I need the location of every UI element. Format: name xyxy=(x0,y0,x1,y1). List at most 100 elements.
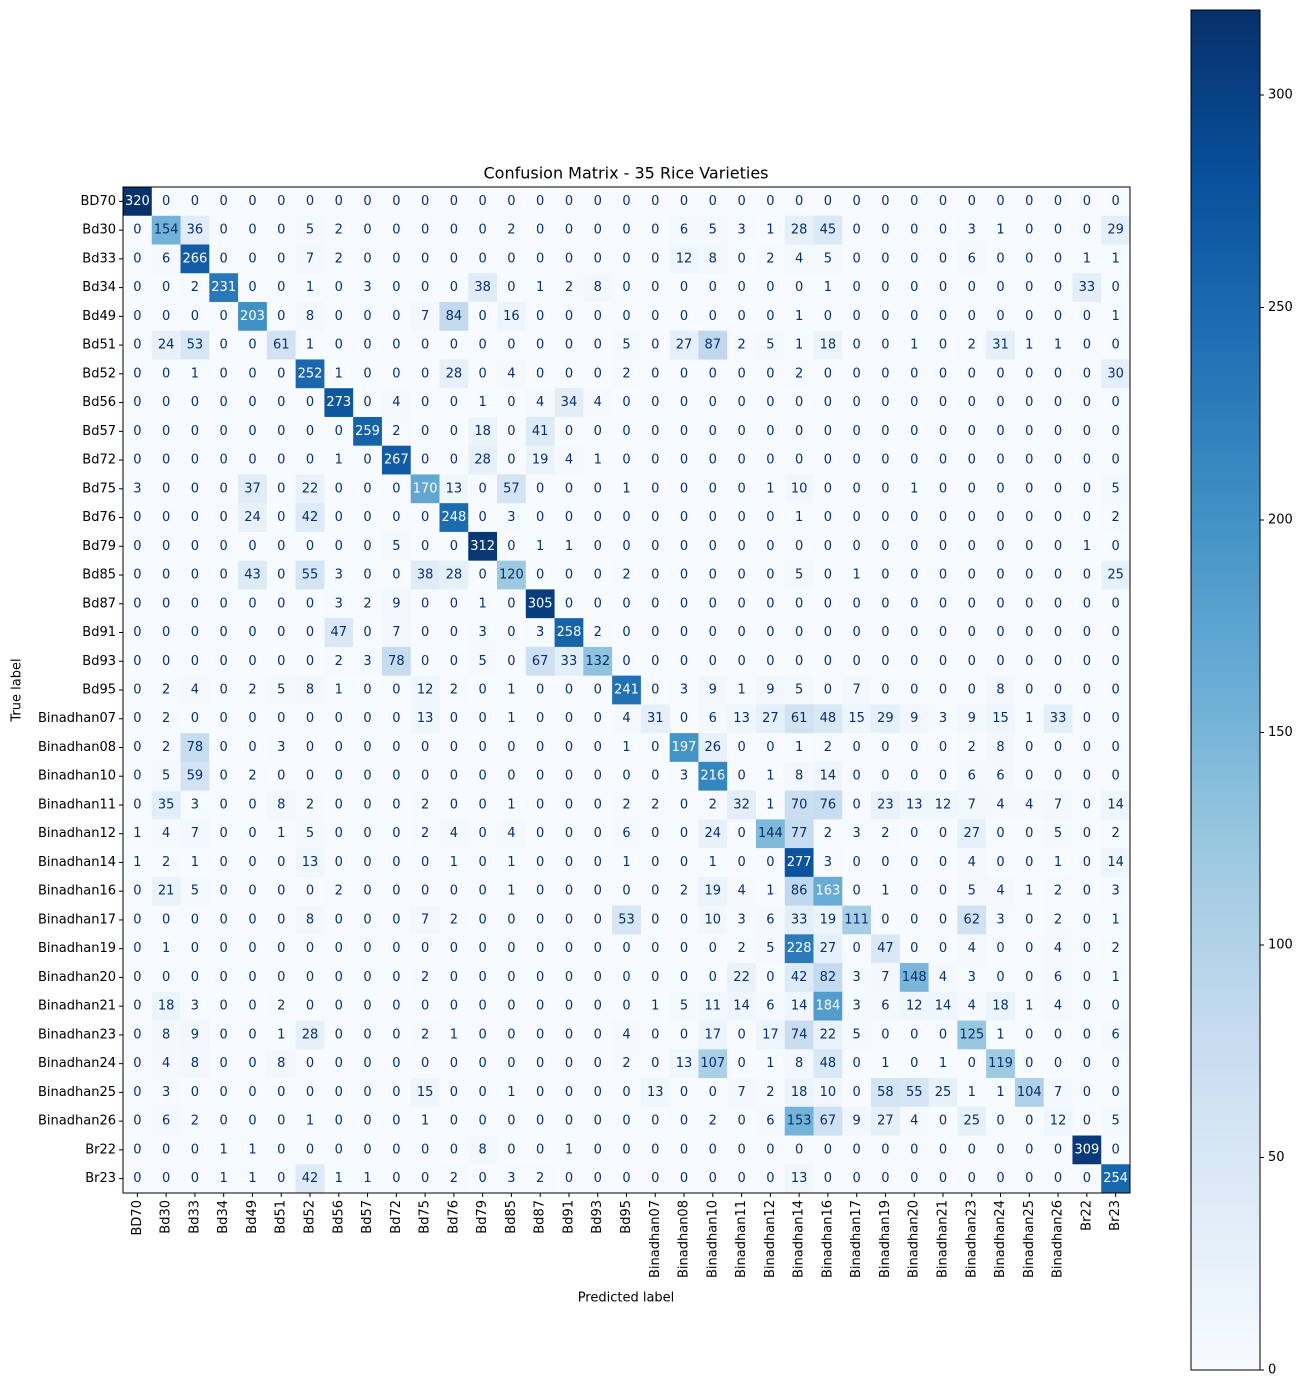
cell xyxy=(238,301,268,332)
x-tick-label: Binadhan20 xyxy=(907,1200,922,1278)
cell xyxy=(784,187,815,217)
cell-label: 252 xyxy=(298,366,323,381)
cell-label: 2 xyxy=(881,826,889,841)
cell xyxy=(151,187,182,217)
cell xyxy=(640,301,671,332)
cell-label: 59 xyxy=(187,769,204,784)
cell xyxy=(410,503,440,533)
cell xyxy=(842,416,872,447)
cell xyxy=(928,445,958,475)
cell-label: 120 xyxy=(499,568,524,583)
cell-label: 0 xyxy=(939,251,947,266)
cell-label: 1 xyxy=(306,338,314,353)
cell-label: 0 xyxy=(939,596,947,611)
cell-label: 0 xyxy=(651,280,659,295)
cell-label: 0 xyxy=(220,395,228,410)
cell-label: 18 xyxy=(474,424,491,439)
cell xyxy=(1072,445,1102,475)
cell-label: 0 xyxy=(795,395,803,410)
cell-label: 0 xyxy=(565,999,573,1014)
cell-label: 0 xyxy=(1083,309,1091,324)
cell-label: 0 xyxy=(421,596,429,611)
cell xyxy=(612,244,642,274)
cell-label: 8 xyxy=(191,1056,199,1071)
cell-label: 0 xyxy=(450,884,458,899)
cell xyxy=(554,273,584,303)
cell xyxy=(381,416,412,447)
cell-label: 4 xyxy=(191,683,199,698)
cell-label: 0 xyxy=(622,395,630,410)
cell xyxy=(468,244,498,274)
cell-label: 1 xyxy=(766,481,774,496)
cell-label: 1 xyxy=(306,1114,314,1129)
cell-label: 0 xyxy=(220,568,228,583)
x-tick-label: Binadhan11 xyxy=(734,1200,749,1278)
cell-label: 0 xyxy=(565,826,573,841)
x-tick-label: Binadhan21 xyxy=(935,1200,950,1278)
colorbar-tick-label: 150 xyxy=(1268,725,1293,740)
cell-label: 5 xyxy=(306,826,314,841)
cell-label: 76 xyxy=(820,797,837,812)
cell-label: 0 xyxy=(248,1114,256,1129)
cell-label: 28 xyxy=(302,1027,319,1042)
cell-label: 0 xyxy=(737,654,745,669)
cell-label: 0 xyxy=(1111,453,1119,468)
cell-label: 5 xyxy=(162,769,170,784)
cell-label: 0 xyxy=(220,711,228,726)
cell-label: 0 xyxy=(1111,999,1119,1014)
cell-label: 0 xyxy=(1025,395,1033,410)
cell-label: 0 xyxy=(162,1171,170,1186)
cell-label: 0 xyxy=(1054,194,1062,209)
cell-label: 0 xyxy=(1025,309,1033,324)
cell-label: 0 xyxy=(709,1171,717,1186)
cell-label: 0 xyxy=(680,970,688,985)
cell-label: 0 xyxy=(1111,711,1119,726)
cell-label: 0 xyxy=(220,855,228,870)
cell-label: 0 xyxy=(1111,280,1119,295)
cell-label: 2 xyxy=(622,797,630,812)
cell xyxy=(842,187,872,217)
cell-label: 0 xyxy=(680,1114,688,1129)
cell-label: 1 xyxy=(996,223,1004,238)
cell-label: 0 xyxy=(680,941,688,956)
cell-label: 0 xyxy=(1054,280,1062,295)
colorbar-tick-label: 250 xyxy=(1268,300,1293,315)
x-tick-label: Binadhan16 xyxy=(820,1200,835,1278)
cell-label: 7 xyxy=(421,309,429,324)
cell xyxy=(986,215,1016,245)
y-tick-label: Binadhan20 xyxy=(38,970,116,985)
cell-label: 0 xyxy=(910,683,918,698)
cell-label: 0 xyxy=(651,1027,659,1042)
cell-label: 0 xyxy=(939,654,947,669)
x-tick-label: Bd57 xyxy=(360,1200,375,1234)
cell xyxy=(1014,215,1045,245)
cell-label: 0 xyxy=(1083,826,1091,841)
cell xyxy=(1072,388,1102,418)
cell-label: 0 xyxy=(421,855,429,870)
cell-label: 0 xyxy=(680,481,688,496)
cell-label: 0 xyxy=(1054,683,1062,698)
cell-label: 1 xyxy=(1054,338,1062,353)
cell-label: 0 xyxy=(795,1142,803,1157)
cell-label: 0 xyxy=(594,424,602,439)
cell xyxy=(180,301,210,332)
cell-label: 0 xyxy=(450,970,458,985)
cell-label: 0 xyxy=(277,568,285,583)
cell-label: 2 xyxy=(421,970,429,985)
cell xyxy=(497,416,527,447)
cell-label: 107 xyxy=(700,1056,725,1071)
x-tick-label: Bd76 xyxy=(446,1200,461,1234)
cell-label: 0 xyxy=(565,769,573,784)
cell-label: 0 xyxy=(248,711,256,726)
cell-label: 0 xyxy=(594,912,602,927)
cell-label: 0 xyxy=(565,1056,573,1071)
cell xyxy=(497,503,527,533)
cell-label: 0 xyxy=(450,740,458,755)
cell-label: 18 xyxy=(992,999,1009,1014)
cell xyxy=(669,445,699,475)
cell xyxy=(238,244,268,274)
cell-label: 0 xyxy=(594,194,602,209)
cell-label: 0 xyxy=(450,711,458,726)
cell-label: 0 xyxy=(191,970,199,985)
cell xyxy=(583,330,613,360)
